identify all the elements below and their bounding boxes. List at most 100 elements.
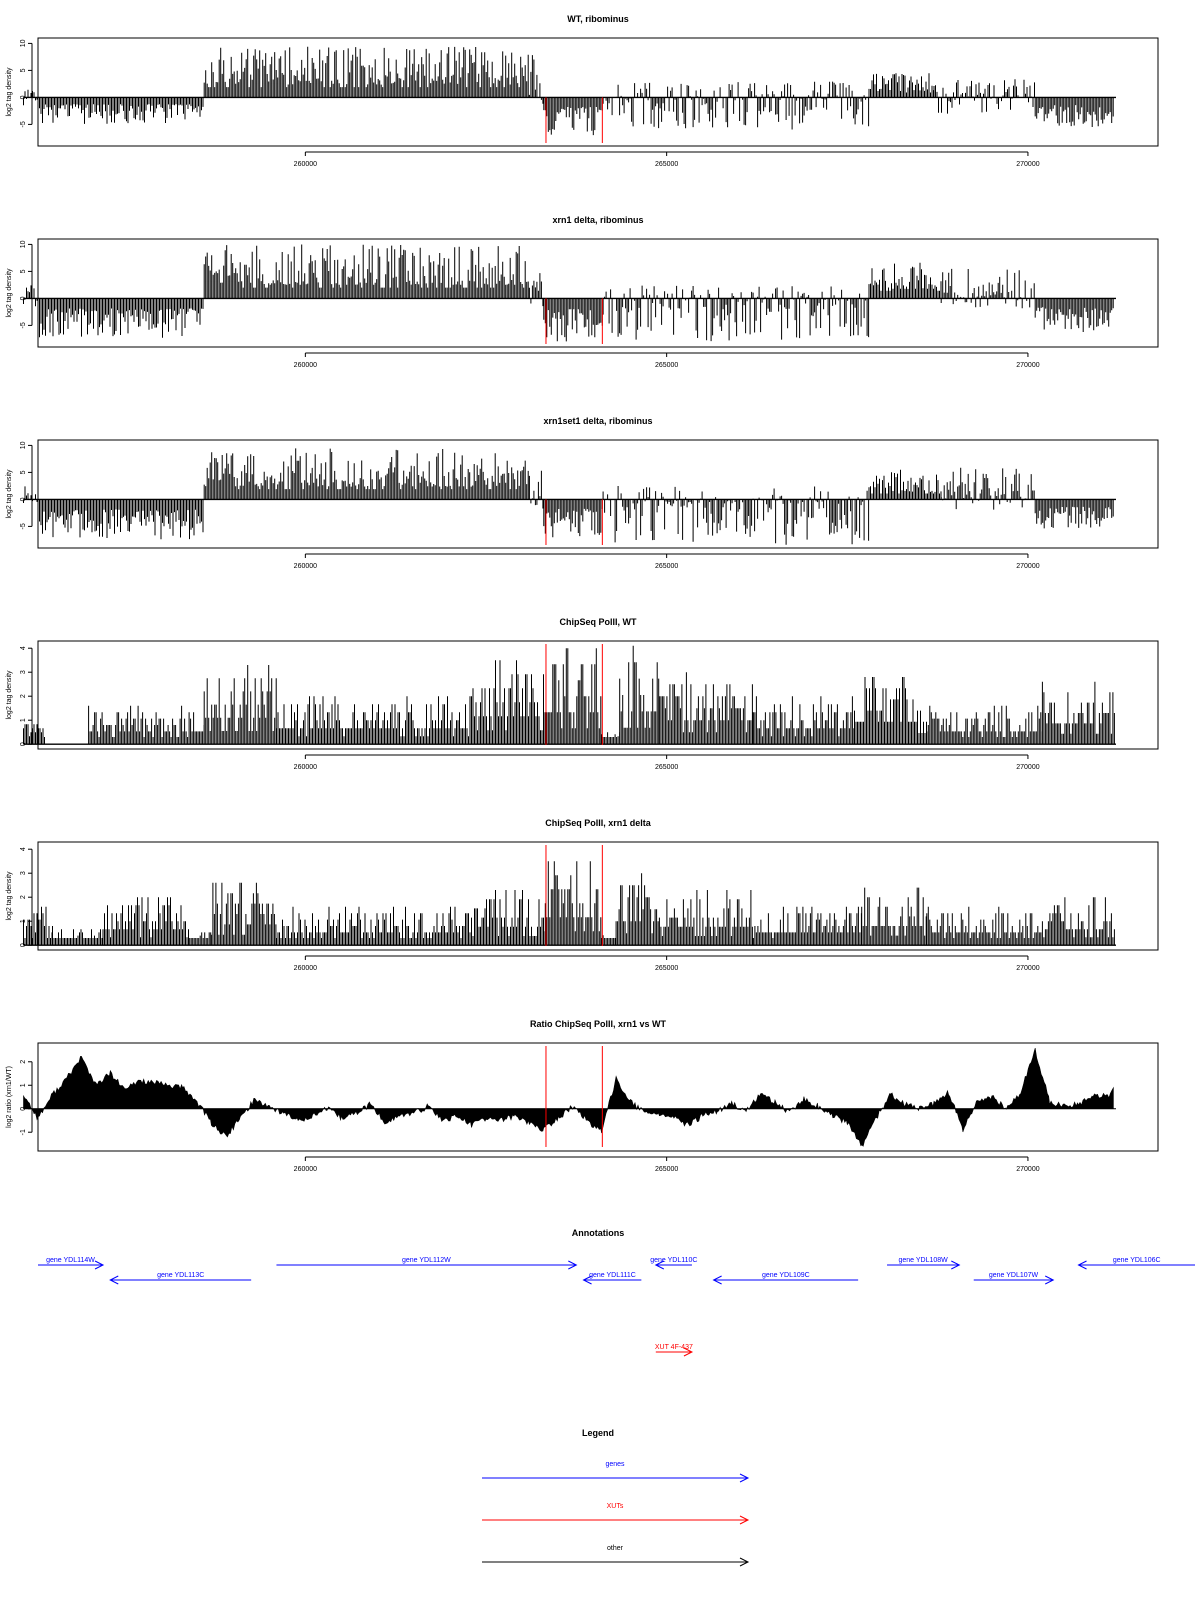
annotation-label: gene YDL114W bbox=[46, 1257, 95, 1264]
x-tick-label: 265000 bbox=[655, 1166, 678, 1173]
legend-arrowhead bbox=[739, 1473, 750, 1483]
y-axis-label: log2 ratio (xrn1/WT) bbox=[6, 1066, 13, 1128]
x-tick-label: 260000 bbox=[294, 563, 317, 570]
ratio-area bbox=[23, 1048, 1114, 1147]
annotation-arrowhead bbox=[712, 1275, 722, 1285]
y-tick-label: 10 bbox=[20, 441, 27, 449]
plot-frame bbox=[37, 238, 1159, 348]
x-tick-label: 270000 bbox=[1016, 563, 1039, 570]
plot-frame bbox=[37, 439, 1159, 549]
y-tick-label: 0 bbox=[20, 296, 27, 300]
x-tick-label: 260000 bbox=[294, 965, 317, 972]
x-tick-label: 270000 bbox=[1016, 1166, 1039, 1173]
y-tick-label: 1 bbox=[20, 919, 27, 923]
x-tick-label: 265000 bbox=[655, 563, 678, 570]
legend-title: Legend bbox=[582, 1428, 614, 1438]
annotation-xut-4f-437: XUT 4F-437 bbox=[655, 1344, 694, 1357]
annotation-label: gene YDL108W bbox=[899, 1257, 949, 1264]
legend: Legend genes XUTs other bbox=[482, 1428, 750, 1567]
density-bars bbox=[23, 861, 1115, 946]
annotation-arrowhead bbox=[582, 1275, 592, 1285]
y-tick-label: -5 bbox=[20, 322, 27, 328]
y-tick-label: 4 bbox=[20, 646, 27, 650]
annotation-gene-ydl114w: gene YDL114W bbox=[38, 1257, 105, 1270]
y-tick-label: 2 bbox=[20, 895, 27, 899]
y-tick-label: 0 bbox=[20, 95, 27, 99]
annotation-label: gene YDL106C bbox=[1113, 1257, 1161, 1264]
annotation-gene-ydl109c: gene YDL109C bbox=[712, 1272, 859, 1285]
x-tick-label: 270000 bbox=[1016, 764, 1039, 771]
x-tick-label: 260000 bbox=[294, 764, 317, 771]
plot-frame bbox=[37, 640, 1159, 750]
annotation-label: gene YDL113C bbox=[157, 1272, 204, 1279]
density-bars bbox=[23, 244, 1114, 342]
y-tick-label: 1 bbox=[20, 718, 27, 722]
annotation-gene-ydl112w: gene YDL112W bbox=[276, 1257, 578, 1270]
y-tick-label: 5 bbox=[20, 68, 27, 72]
panel-title: WT, ribominus bbox=[567, 14, 629, 24]
annotation-gene-ydl111c: gene YDL111C bbox=[582, 1272, 642, 1285]
y-tick-label: 3 bbox=[20, 670, 27, 674]
track-panel-2: xrn1 delta, ribominus log2 tag density -5 0… bbox=[6, 215, 1159, 369]
x-tick-label: 265000 bbox=[655, 362, 678, 369]
annotation-gene-ydl106c: gene YDL106C bbox=[1077, 1257, 1195, 1270]
track-panel-6: Ratio ChipSeq PolII, xrn1 vs WT log2 rati… bbox=[6, 1019, 1159, 1173]
y-tick-label: 1 bbox=[20, 1083, 27, 1087]
x-tick-label: 270000 bbox=[1016, 161, 1039, 168]
legend-item-xuts: XUTs bbox=[482, 1503, 750, 1525]
track-panel-4: ChipSeq PolII, WT log2 tag density 0 1 2 3 4 26… bbox=[6, 617, 1159, 771]
panel-title: ChipSeq PolII, xrn1 delta bbox=[545, 818, 652, 828]
y-axis-label: log2 tag density bbox=[6, 670, 13, 720]
panel-title: xrn1 delta, ribominus bbox=[552, 215, 643, 225]
y-axis-label: log2 tag density bbox=[6, 268, 13, 318]
plot-frame bbox=[37, 841, 1159, 951]
plot-frame bbox=[37, 1042, 1159, 1152]
legend-arrowhead bbox=[739, 1557, 750, 1567]
annotation-arrowhead bbox=[1077, 1260, 1087, 1270]
x-tick-label: 260000 bbox=[294, 1166, 317, 1173]
annotation-label: gene YDL107W bbox=[989, 1272, 1039, 1279]
legend-label: other bbox=[607, 1545, 624, 1552]
legend-item-genes: genes bbox=[482, 1461, 750, 1483]
x-tick-label: 265000 bbox=[655, 161, 678, 168]
x-tick-label: 265000 bbox=[655, 965, 678, 972]
annotation-arrowhead bbox=[683, 1347, 694, 1357]
track-panel-3: xrn1set1 delta, ribominus log2 tag densit… bbox=[6, 416, 1159, 570]
data-marks bbox=[23, 861, 1116, 946]
y-tick-label: -5 bbox=[20, 121, 27, 127]
y-axis-label: log2 tag density bbox=[6, 469, 13, 519]
legend-item-other: other bbox=[482, 1545, 750, 1567]
x-tick-label: 270000 bbox=[1016, 965, 1039, 972]
plot-frame bbox=[37, 37, 1159, 147]
legend-arrowhead bbox=[739, 1515, 750, 1525]
x-tick-label: 260000 bbox=[294, 161, 317, 168]
data-marks bbox=[23, 1048, 1116, 1147]
y-tick-label: 5 bbox=[20, 269, 27, 273]
panel-title: Ratio ChipSeq PolII, xrn1 vs WT bbox=[530, 1019, 667, 1029]
annotations-track: Annotations gene YDL114W gene YDL113C gene… bbox=[38, 1228, 1195, 1357]
y-tick-label: -1 bbox=[20, 1129, 27, 1135]
y-tick-label: 3 bbox=[20, 871, 27, 875]
panel-title: xrn1set1 delta, ribominus bbox=[543, 416, 652, 426]
annotation-arrowhead bbox=[568, 1260, 578, 1270]
y-tick-label: 0 bbox=[20, 742, 27, 746]
y-tick-label: 0 bbox=[20, 943, 27, 947]
data-marks bbox=[23, 645, 1116, 745]
density-bars bbox=[23, 448, 1114, 545]
annotation-gene-ydl108w: gene YDL108W bbox=[887, 1257, 961, 1270]
y-tick-label: 4 bbox=[20, 847, 27, 851]
y-axis-label: log2 tag density bbox=[6, 67, 13, 117]
y-tick-label: 10 bbox=[20, 240, 27, 248]
annotation-label: XUT 4F-437 bbox=[655, 1344, 693, 1351]
annotation-label: gene YDL109C bbox=[762, 1272, 810, 1279]
annotation-label: gene YDL110C bbox=[650, 1257, 697, 1264]
x-tick-label: 270000 bbox=[1016, 362, 1039, 369]
data-marks bbox=[23, 46, 1116, 136]
annotation-arrowhead bbox=[109, 1275, 119, 1285]
annotation-arrowhead bbox=[951, 1260, 961, 1270]
annotation-label: gene YDL111C bbox=[589, 1272, 636, 1279]
annotation-arrowhead bbox=[1045, 1275, 1055, 1285]
density-bars bbox=[23, 46, 1114, 136]
